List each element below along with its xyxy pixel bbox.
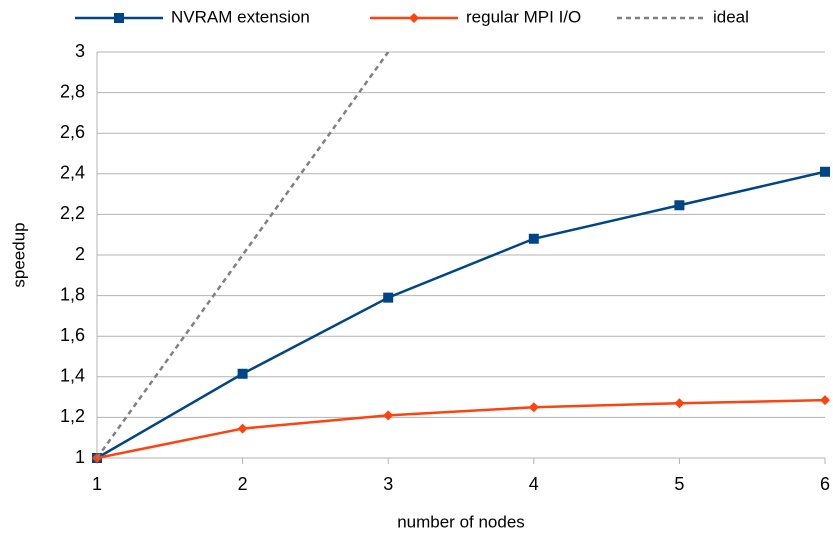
marker: [383, 410, 394, 421]
legend-label: regular MPI I/O: [466, 7, 581, 26]
y-tick-label: 2,6: [60, 122, 85, 142]
series-line: [95, 52, 390, 459]
y-tick-label: 1: [75, 447, 85, 467]
x-tick-label: 5: [674, 474, 684, 494]
marker: [674, 398, 685, 409]
marker: [114, 13, 124, 23]
marker: [528, 402, 539, 413]
marker: [528, 233, 539, 244]
marker: [383, 292, 394, 303]
y-tick-label: 1,6: [60, 325, 85, 345]
series-line: [96, 170, 826, 460]
y-tick-label: 1,4: [60, 366, 85, 386]
marker: [237, 368, 248, 379]
y-axis-label: speedup: [9, 222, 28, 287]
x-tick-label: 6: [820, 474, 830, 494]
y-tick-label: 3: [75, 41, 85, 61]
x-tick-label: 1: [92, 474, 102, 494]
x-tick-label: 4: [529, 474, 539, 494]
y-tick-label: 1,2: [60, 406, 85, 426]
y-tick-label: 1,8: [60, 284, 85, 304]
x-tick-label: 3: [383, 474, 393, 494]
series-line: [96, 398, 826, 460]
y-tick-label: 2: [75, 244, 85, 264]
x-axis-label: number of nodes: [397, 512, 525, 531]
legend-label: ideal: [713, 7, 749, 26]
y-tick-label: 2,2: [60, 203, 85, 223]
x-tick-label: 2: [238, 474, 248, 494]
y-tick-label: 2,4: [60, 163, 85, 183]
marker: [820, 395, 830, 406]
marker: [820, 166, 830, 177]
legend-label: NVRAM extension: [171, 7, 310, 26]
marker: [237, 423, 248, 434]
marker: [674, 200, 685, 211]
y-tick-label: 2,8: [60, 81, 85, 101]
marker: [409, 13, 419, 23]
